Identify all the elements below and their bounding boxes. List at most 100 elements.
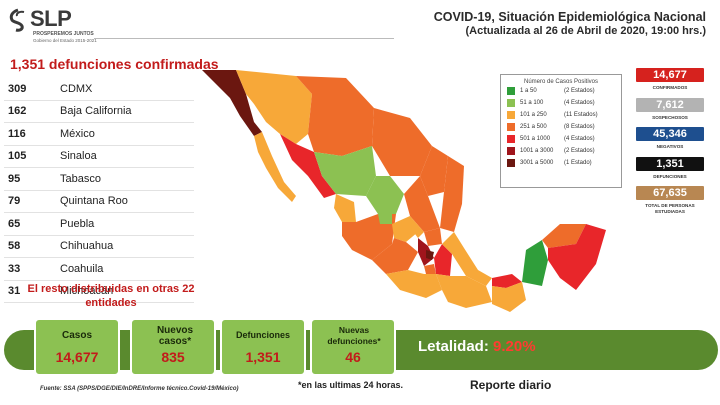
legend-states: (11 Estados) xyxy=(564,112,598,118)
page-title: COVID-19, Situación Epidemiológica Nacio… xyxy=(434,10,706,37)
map-aguascalientes xyxy=(378,212,392,224)
deaths-row: 33 Coahuila xyxy=(4,258,194,281)
legend-states: (8 Estados) xyxy=(564,124,595,130)
slp-logo: SLP PROSPEREMOS JUNTOS Gobierno del Esta… xyxy=(6,6,106,50)
map-puebla xyxy=(434,244,452,276)
stat-confirmed-label: CONFIRMADOS xyxy=(652,85,688,90)
deaths-count: 31 xyxy=(8,285,21,298)
deaths-count: 65 xyxy=(8,217,21,230)
card-cases-label: Casos xyxy=(61,330,92,341)
deaths-row: 58 Chihuahua xyxy=(4,236,194,258)
card-deaths: Defunciones 1,351 xyxy=(220,318,306,376)
map-michoacan xyxy=(372,238,418,274)
deaths-count: 58 xyxy=(8,240,21,253)
lethality-label: Letalidad: xyxy=(418,338,489,355)
deaths-state: CDMX xyxy=(60,82,93,95)
report-label: Reporte diario xyxy=(470,378,552,392)
map-zacatecas xyxy=(366,176,404,214)
deaths-row: 116 México xyxy=(4,123,194,146)
legend-swatch xyxy=(507,159,515,167)
deaths-count: 105 xyxy=(8,150,27,163)
legend-range: 3001 a 5000 xyxy=(520,160,554,166)
legend-item: 101 a 250 (11 Estados) xyxy=(507,109,621,121)
legend-range: 251 a 500 xyxy=(520,124,547,130)
legend-swatch xyxy=(507,123,515,131)
deaths-state: Sinaloa xyxy=(60,150,97,163)
map-sonora xyxy=(236,70,312,144)
deaths-state: Chihuahua xyxy=(60,240,114,253)
legend-swatch xyxy=(507,147,515,155)
legend-item: 501 a 1000 (4 Estados) xyxy=(507,133,621,145)
stat-deaths-value: 1,351 xyxy=(636,156,704,171)
map-chihuahua xyxy=(296,76,374,156)
legend-states: (4 Estados) xyxy=(564,136,595,142)
map-veracruz xyxy=(442,232,492,286)
map-legend: Número de Casos Positivos 1 a 50 (2 Estad… xyxy=(500,74,622,188)
stat-suspected-value: 7,612 xyxy=(636,97,704,112)
stat-suspected-label: SOSPECHOSOS xyxy=(652,114,688,120)
map-quintana-roo xyxy=(548,224,606,290)
card-new-deaths-label: Nuevas defunciones* xyxy=(327,325,381,346)
map-morelos xyxy=(424,264,436,274)
rest-note: El resto distribuidas en otras 22 entida… xyxy=(27,283,195,309)
map-chiapas xyxy=(492,282,526,312)
logo-text: SLP xyxy=(30,6,72,31)
deaths-state: Tabasco xyxy=(60,172,101,185)
map-san-luis-potosi xyxy=(404,176,440,232)
map-tamaulipas xyxy=(440,156,464,232)
map-yucatan xyxy=(542,224,586,248)
lethality: Letalidad: 9.20% xyxy=(418,338,536,355)
card-cases-value: 14,677 xyxy=(55,349,99,365)
card-new-cases-value: 835 xyxy=(161,349,185,365)
legend-range: 51 a 100 xyxy=(520,100,544,106)
mexico-map xyxy=(202,70,606,312)
legend-range: 1001 a 3000 xyxy=(520,148,554,154)
deaths-state: México xyxy=(60,127,95,140)
map-oaxaca xyxy=(436,274,492,308)
deaths-row: 31 Michoacán xyxy=(4,281,194,303)
legend-range: 1 a 50 xyxy=(520,88,537,94)
card-deaths-label: Defunciones xyxy=(235,330,290,340)
summary-bar: Casos 14,677 Nuevos casos* 835 Defuncion… xyxy=(4,318,718,378)
legend-swatch xyxy=(507,135,515,143)
slp-emblem-icon xyxy=(9,8,25,32)
map-hidalgo xyxy=(424,228,442,246)
map-coahuila xyxy=(372,108,432,176)
map-tabasco xyxy=(492,274,522,288)
deaths-state: Quintana Roo xyxy=(60,195,128,208)
deaths-title: 1,351 defunciones confirmadas xyxy=(10,56,219,72)
deaths-count: 162 xyxy=(8,105,27,118)
card-deaths-value: 1,351 xyxy=(245,349,281,365)
map-nuevo-leon xyxy=(420,146,448,196)
legend-range: 101 a 250 xyxy=(520,112,547,118)
title-line1: COVID-19, Situación Epidemiológica Nacio… xyxy=(433,10,706,24)
card-new-deaths: Nuevas defunciones* 46 xyxy=(310,318,396,376)
legend-range: 501 a 1000 xyxy=(520,136,551,142)
deaths-count: 95 xyxy=(8,172,21,185)
deaths-row: 309 CDMX xyxy=(4,78,194,101)
footnote: *en las ultimas 24 horas. xyxy=(298,380,404,390)
map-sinaloa xyxy=(280,134,336,198)
legend-item: 251 a 500 (8 Estados) xyxy=(507,121,621,133)
legend-states: (4 Estados) xyxy=(564,100,595,106)
legend-item: 51 a 100 (4 Estados) xyxy=(507,97,621,109)
title-line2: (Actualizada al 26 de Abril de 2020, 19:… xyxy=(465,25,706,37)
stat-total-studied-label: TOTAL DE PERSONAS ESTUDIADAS xyxy=(645,203,695,214)
deaths-row: 105 Sinaloa xyxy=(4,146,194,168)
legend-swatch xyxy=(507,87,515,95)
deaths-state: Baja California xyxy=(60,105,132,118)
deaths-state: Puebla xyxy=(60,217,95,230)
legend-states: (2 Estados) xyxy=(564,148,595,154)
stat-total-studied-value: 67,635 xyxy=(636,186,704,200)
map-baja-california xyxy=(202,70,262,136)
legend-states: (2 Estados) xyxy=(564,88,595,94)
logo-tagline: PROSPEREMOS JUNTOS xyxy=(33,31,94,37)
deaths-row: 162 Baja California xyxy=(4,101,194,123)
stat-negative-label: NEGATIVOS xyxy=(656,144,684,149)
logo-subtitle: Gobierno del Estado 2015-2021 xyxy=(33,38,97,43)
deaths-row: 95 Tabasco xyxy=(4,168,194,191)
stat-deaths-label: DEFUNCIONES xyxy=(653,173,687,179)
legend-item: 1 a 50 (2 Estados) xyxy=(507,85,621,97)
stat-negative-value: 45,346 xyxy=(636,127,704,141)
legend-item: 1001 a 3000 (2 Estados) xyxy=(507,145,621,157)
